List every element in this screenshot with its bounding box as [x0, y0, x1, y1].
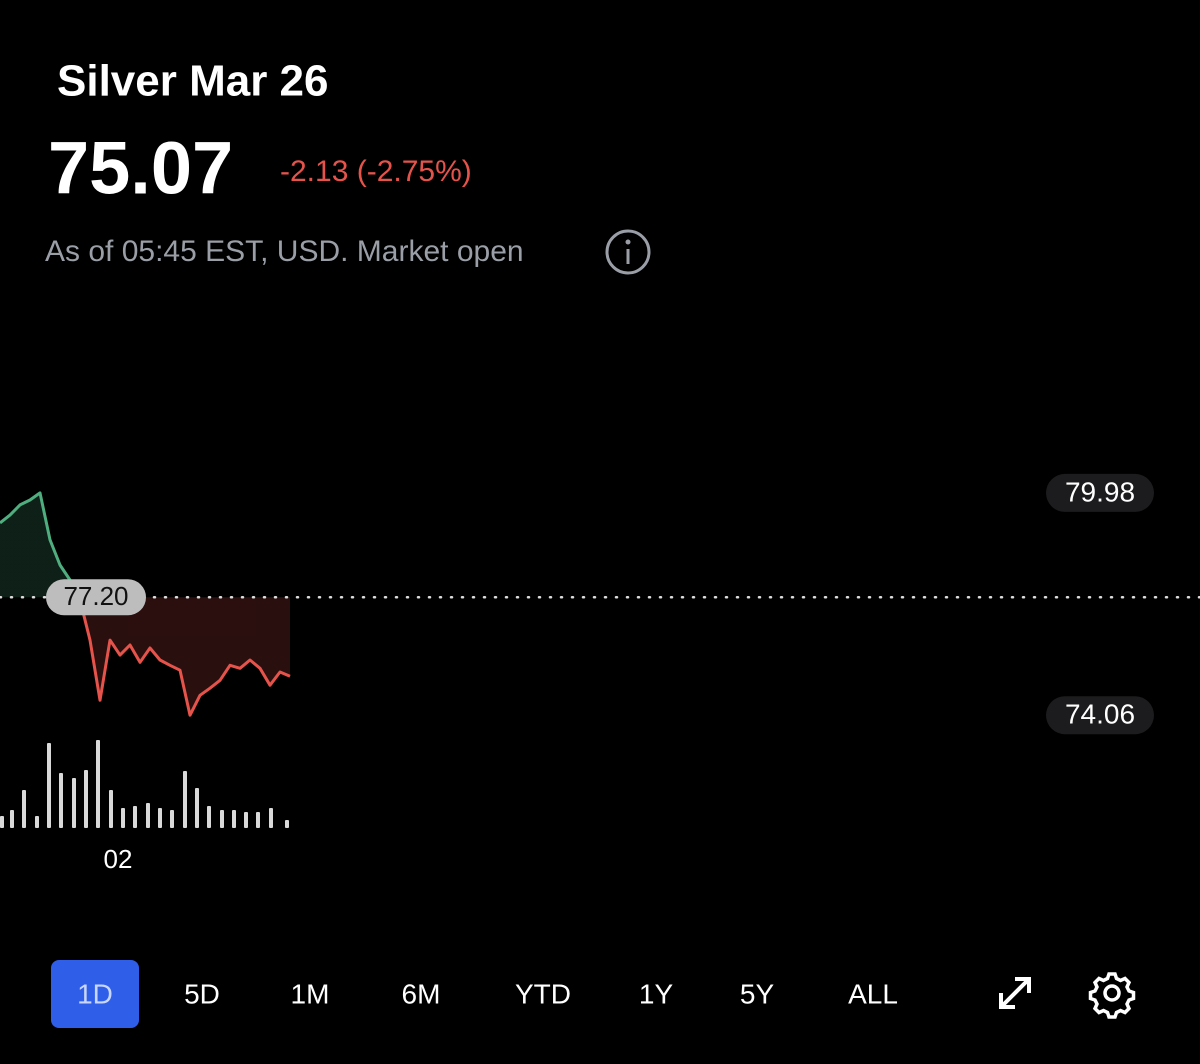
volume-bar: [22, 790, 26, 828]
price-area: [0, 492, 290, 716]
volume-bar: [195, 788, 199, 828]
y-tick-label: 79.98: [1065, 476, 1135, 507]
volume-bar: [232, 810, 236, 828]
volume-bar: [96, 740, 100, 828]
volume-bar: [10, 810, 14, 828]
volume-bar: [170, 810, 174, 828]
range-button[interactable]: 5D: [184, 978, 220, 1009]
range-button[interactable]: 1Y: [639, 978, 674, 1009]
volume-bar: [269, 808, 273, 828]
volume-bar: [133, 806, 137, 828]
range-button[interactable]: YTD: [515, 978, 571, 1009]
reference-label-bg: [46, 579, 146, 616]
info-icon[interactable]: [605, 229, 651, 275]
title: Silver Mar 26: [57, 57, 329, 106]
price: 75.07: [48, 127, 233, 210]
volume-bar: [47, 743, 51, 828]
volume-bar: [72, 778, 76, 828]
volume-bar: [158, 808, 162, 828]
volume-bar: [109, 790, 113, 828]
range-selector: 1D 5D 1M 6M YTD 1Y 5Y ALL: [51, 960, 898, 1028]
y-tick-label: 74.06: [1065, 699, 1135, 730]
y-tick-mark: [1046, 696, 1154, 735]
volume-bar: [35, 816, 39, 828]
volume-bar: [84, 770, 88, 828]
volume-bar: [59, 773, 63, 828]
y-tick-mark: [1046, 473, 1154, 512]
price-change: -2.13 (-2.75%): [280, 155, 472, 188]
price-line: [0, 491, 291, 717]
volume-bar: [0, 816, 4, 828]
status: As of 05:45 EST, USD. Market open: [45, 235, 524, 268]
volume-bar: [146, 803, 150, 828]
settings-icon[interactable]: [1088, 972, 1136, 1019]
range-selected-bg: [51, 960, 139, 1028]
range-button[interactable]: 6M: [402, 978, 441, 1009]
range-button[interactable]: 1D: [77, 978, 113, 1009]
range-button[interactable]: ALL: [848, 978, 898, 1009]
volume-bar: [183, 771, 187, 828]
volume-bar: [207, 806, 211, 828]
volume-bar: [256, 812, 260, 828]
x-tick-label: 02: [104, 844, 133, 874]
volume-bar: [220, 810, 224, 828]
expand-icon[interactable]: [999, 977, 1031, 1009]
volume-bar: [121, 808, 125, 828]
chart: 77.20 74.06 79.98 02: [0, 473, 1200, 874]
volume-bar: [285, 820, 289, 828]
volume-bar: [244, 812, 248, 828]
range-button[interactable]: 5Y: [740, 978, 775, 1009]
range-button[interactable]: 1M: [291, 978, 330, 1009]
reference-label: 77.20: [63, 581, 128, 611]
